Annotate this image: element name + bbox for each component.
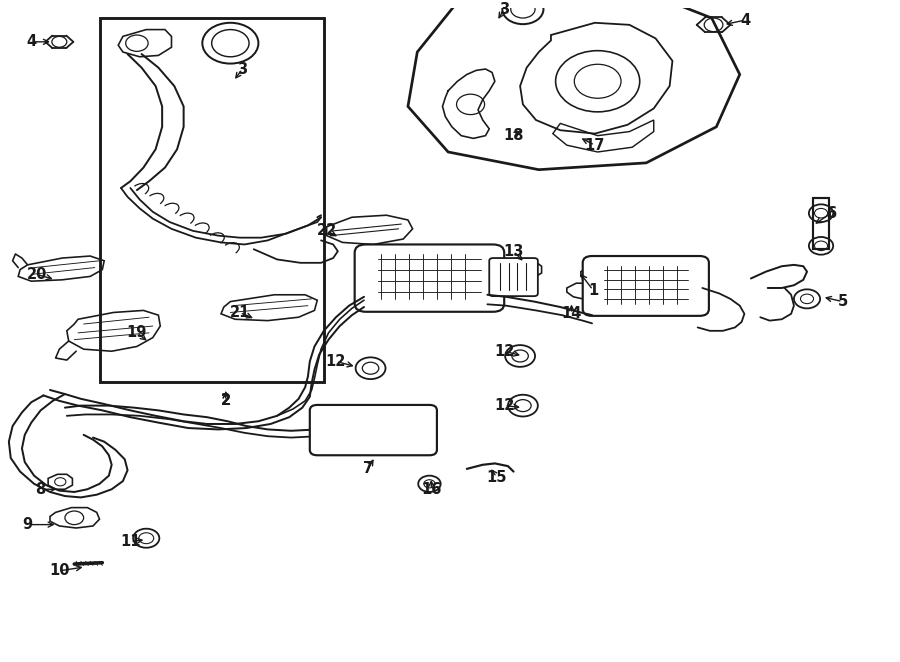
Text: 12: 12 bbox=[494, 398, 515, 413]
Text: 17: 17 bbox=[585, 138, 605, 153]
Text: 4: 4 bbox=[741, 13, 751, 28]
Text: 1: 1 bbox=[588, 283, 598, 297]
Text: 16: 16 bbox=[421, 482, 442, 496]
Text: 20: 20 bbox=[27, 267, 47, 282]
Text: 11: 11 bbox=[120, 534, 140, 549]
FancyBboxPatch shape bbox=[582, 256, 709, 316]
Text: 2: 2 bbox=[220, 393, 230, 408]
Text: 6: 6 bbox=[826, 206, 836, 220]
Text: 21: 21 bbox=[230, 305, 250, 320]
Text: 3: 3 bbox=[238, 62, 248, 77]
Text: 3: 3 bbox=[500, 2, 509, 17]
FancyBboxPatch shape bbox=[490, 258, 538, 296]
Text: 19: 19 bbox=[127, 325, 147, 340]
Text: 13: 13 bbox=[503, 244, 524, 259]
Text: 7: 7 bbox=[363, 461, 373, 477]
Text: 22: 22 bbox=[317, 223, 337, 238]
Text: 15: 15 bbox=[487, 469, 507, 485]
Text: 5: 5 bbox=[837, 294, 848, 309]
FancyBboxPatch shape bbox=[310, 405, 436, 455]
FancyBboxPatch shape bbox=[355, 244, 504, 312]
Text: 12: 12 bbox=[326, 354, 346, 369]
Text: 2: 2 bbox=[220, 393, 230, 408]
Text: 18: 18 bbox=[503, 128, 524, 143]
Text: 8: 8 bbox=[35, 482, 46, 496]
Text: 4: 4 bbox=[26, 34, 36, 50]
Text: 9: 9 bbox=[22, 517, 32, 532]
Text: 10: 10 bbox=[50, 563, 69, 579]
Text: 14: 14 bbox=[562, 307, 581, 321]
Text: 12: 12 bbox=[494, 344, 515, 359]
